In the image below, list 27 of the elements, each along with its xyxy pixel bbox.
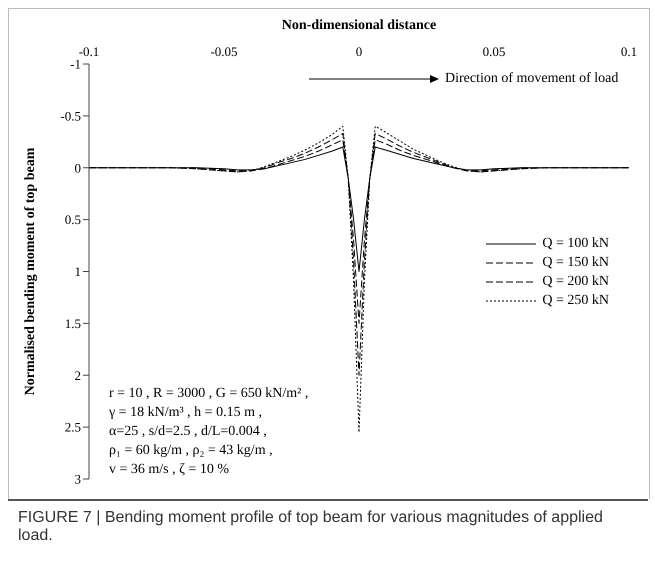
x-axis-title: Non-dimensional distance (282, 18, 436, 33)
y-axis-title: Normalised bending moment of top beam (22, 147, 38, 396)
annotation: γ = 18 kN/m³ , h = 0.15 m , (109, 404, 263, 422)
y-tick-label: 0 (74, 160, 81, 176)
y-tick-label: -0.5 (60, 108, 81, 124)
legend-label: Q = 150 kN (542, 254, 609, 272)
x-tick-label: 0 (356, 44, 362, 59)
legend-label: Q = 250 kN (542, 292, 609, 310)
legend-label: Q = 200 kN (542, 273, 609, 291)
x-tick-label: -0.05 (210, 44, 238, 59)
annotation: α=25 , s/d=2.5 , d/L=0.004 , (109, 423, 268, 441)
y-tick-label: 3 (74, 472, 81, 487)
x-tick-label: 0.1 (620, 44, 638, 59)
x-tick-label: -0.1 (78, 44, 100, 59)
x-tick-label: 0.05 (482, 44, 506, 59)
y-tick-label: 2.5 (64, 420, 81, 435)
annotation: r = 10 , R = 3000 , G = 650 kN/m² , (109, 385, 308, 403)
y-tick-label: 2 (74, 368, 81, 383)
y-tick-label: -1 (70, 56, 81, 72)
y-tick-label: 1 (74, 264, 81, 280)
annotation: v = 36 m/s , ζ = 10 % (109, 461, 230, 479)
y-tick-label: 1.5 (64, 316, 81, 331)
legend-label: Q = 100 kN (542, 235, 609, 253)
caption: FIGURE 7 | Bending moment profile of top beam for various magnitudes of applied load. (8, 499, 648, 553)
y-tick-label: 0.5 (64, 212, 81, 228)
annotation: Direction of movement of load (445, 71, 618, 87)
annotation: ρ₁ = 60 kg/m , ρ₂ = 43 kg/m , (109, 442, 274, 460)
